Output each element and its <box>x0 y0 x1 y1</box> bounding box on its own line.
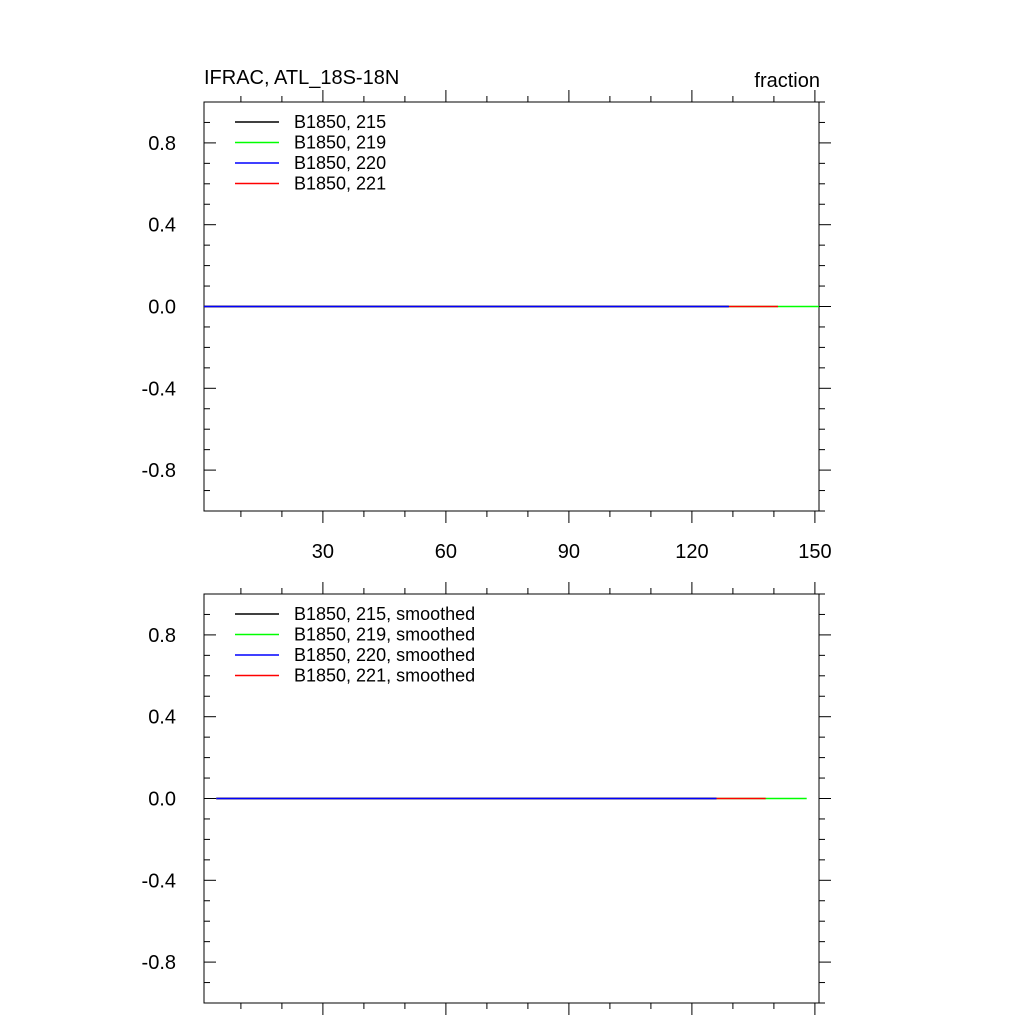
chart-title: IFRAC, ATL_18S-18N <box>204 67 399 89</box>
y-tick-label: 0.0 <box>148 789 176 811</box>
legend-label: B1850, 220 <box>294 153 386 173</box>
units-label: fraction <box>754 70 820 92</box>
x-tick-label: 30 <box>312 541 334 563</box>
y-tick-label: 0.4 <box>148 215 176 237</box>
legend-label: B1850, 215, smoothed <box>294 604 475 624</box>
y-tick-label: -0.8 <box>142 952 176 974</box>
y-tick-label: 0.8 <box>148 133 176 155</box>
x-tick-label: 90 <box>558 541 580 563</box>
y-tick-label: -0.4 <box>142 378 176 400</box>
legend-label: B1850, 215 <box>294 112 386 132</box>
x-tick-label: 120 <box>675 541 708 563</box>
legend-label: B1850, 221 <box>294 174 386 194</box>
legend-label: B1850, 219 <box>294 133 386 153</box>
x-tick-label: 150 <box>798 541 831 563</box>
legend-label: B1850, 221, smoothed <box>294 666 475 686</box>
y-tick-label: 0.8 <box>148 625 176 647</box>
legend-label: B1850, 220, smoothed <box>294 645 475 665</box>
x-tick-label: 60 <box>435 541 457 563</box>
y-tick-label: -0.8 <box>142 460 176 482</box>
legend-label: B1850, 219, smoothed <box>294 625 475 645</box>
y-tick-label: -0.4 <box>142 870 176 892</box>
y-tick-label: 0.0 <box>148 297 176 319</box>
y-tick-label: 0.4 <box>148 707 176 729</box>
